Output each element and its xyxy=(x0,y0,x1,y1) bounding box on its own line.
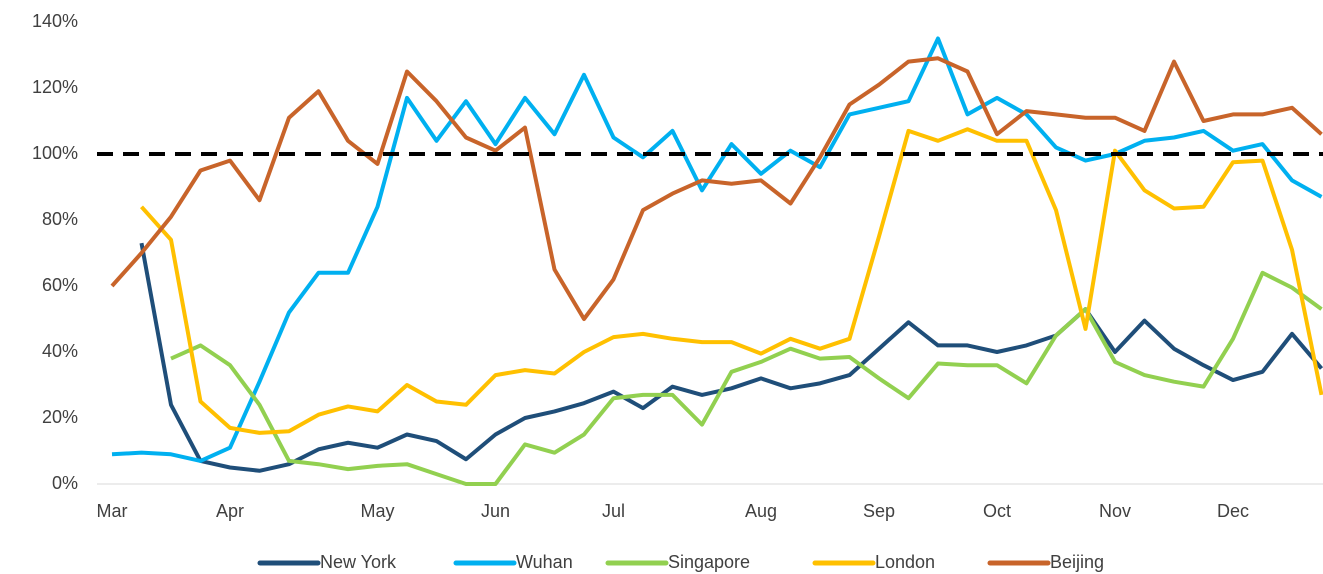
x-tick-label: Aug xyxy=(745,501,777,521)
x-tick-label: Dec xyxy=(1217,501,1249,521)
x-tick-label: May xyxy=(360,501,394,521)
x-tick-label: Jul xyxy=(602,501,625,521)
series-line xyxy=(140,127,1323,435)
y-tick-label: 140% xyxy=(32,11,78,31)
x-tick-label: Oct xyxy=(983,501,1011,521)
legend-label: Wuhan xyxy=(516,552,573,572)
x-tick-label: Mar xyxy=(97,501,128,521)
series-line xyxy=(139,242,1323,473)
legend-label: London xyxy=(875,552,935,572)
y-tick-label: 80% xyxy=(42,209,78,229)
y-tick-label: 40% xyxy=(42,341,78,361)
y-tick-label: 100% xyxy=(32,143,78,163)
legend-label: Singapore xyxy=(668,552,750,572)
y-tick-label: 120% xyxy=(32,77,78,97)
legend-label: Beijing xyxy=(1050,552,1104,572)
series-line xyxy=(170,270,1323,486)
x-tick-label: Sep xyxy=(863,501,895,521)
x-tick-label: Jun xyxy=(481,501,510,521)
y-tick-label: 0% xyxy=(52,473,78,493)
y-tick-label: 20% xyxy=(42,407,78,427)
y-tick-label: 60% xyxy=(42,275,78,295)
x-tick-label: Nov xyxy=(1099,501,1131,521)
series-line xyxy=(111,36,1323,463)
legend-label: New York xyxy=(320,552,397,572)
x-tick-label: Apr xyxy=(216,501,244,521)
series-line xyxy=(110,56,1323,321)
